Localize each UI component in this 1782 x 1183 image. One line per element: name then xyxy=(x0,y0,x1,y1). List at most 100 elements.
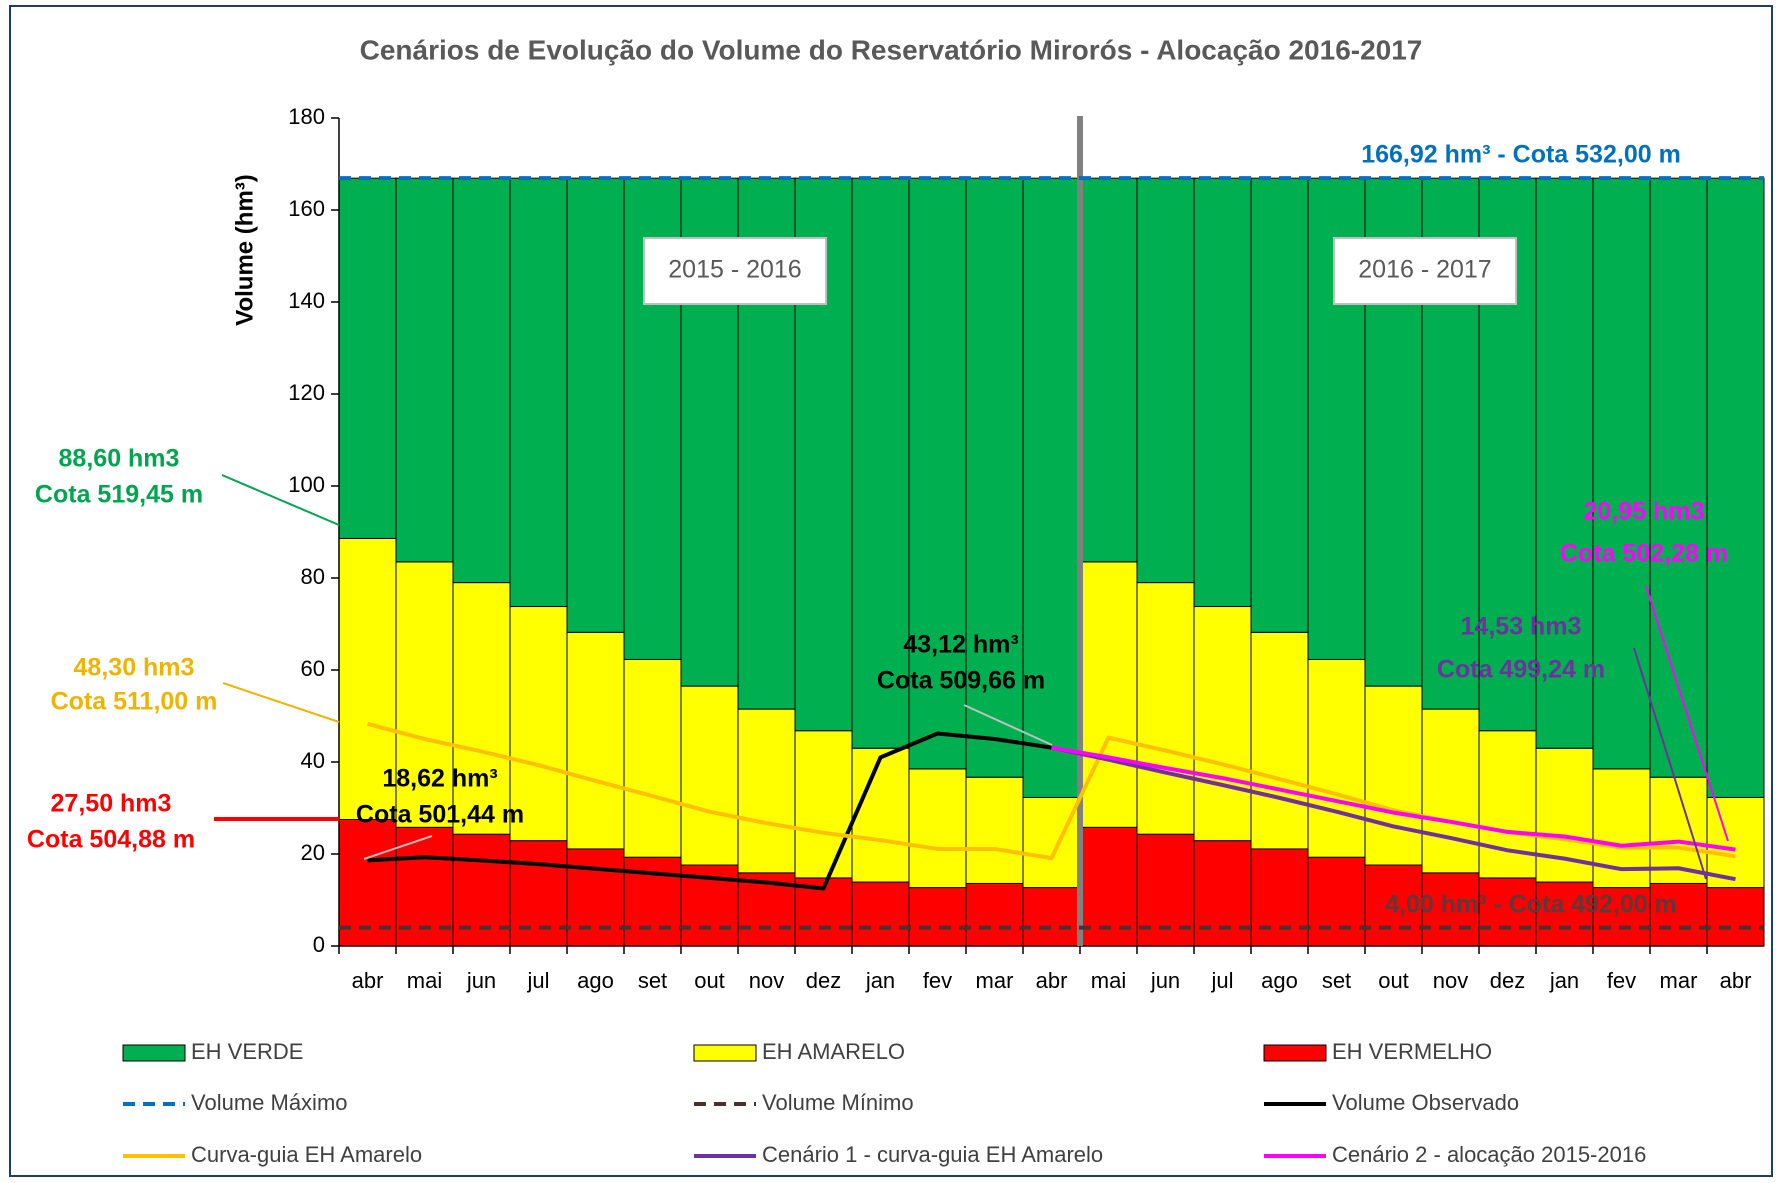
x-tick-label: mai xyxy=(1091,968,1126,993)
annotation-leader xyxy=(1645,585,1729,842)
annotation-leader xyxy=(363,835,433,860)
bar-segment xyxy=(794,730,853,879)
bar-segment xyxy=(851,177,910,749)
bar-segment xyxy=(1364,864,1423,947)
x-tick-label: set xyxy=(1322,968,1351,993)
bar-segment xyxy=(509,177,568,608)
annotation: 48,30 hm3 xyxy=(74,654,195,682)
bar-segment xyxy=(1250,631,1309,850)
annotation: 14,53 hm3 xyxy=(1461,613,1582,641)
bar-segment xyxy=(1307,658,1366,858)
period-label: 2015 - 2016 xyxy=(668,256,801,284)
bar-segment xyxy=(566,631,625,850)
legend-label: EH AMARELO xyxy=(762,1039,905,1064)
annotation: Cota 499,24 m xyxy=(1437,656,1605,684)
x-tick-label: ago xyxy=(1261,968,1298,993)
series-line xyxy=(1051,745,1736,852)
bar-segment xyxy=(1193,177,1252,608)
bar-segment xyxy=(851,747,910,883)
bar-segment xyxy=(338,819,397,947)
annotation: 4,00 hm³ - Cota 492,00 m xyxy=(1385,891,1677,919)
bar-segment xyxy=(1649,776,1708,884)
bar-segment xyxy=(1193,840,1252,947)
bar-segment xyxy=(452,582,511,835)
x-tick-label: nov xyxy=(1433,968,1468,993)
bar-segment xyxy=(1079,177,1138,563)
bar-segment xyxy=(965,776,1024,884)
bar-segment xyxy=(509,840,568,947)
legend-swatch xyxy=(693,1044,757,1062)
y-tick-label: 60 xyxy=(301,656,325,681)
bar-segment xyxy=(1649,177,1708,778)
period-label: 2016 - 2017 xyxy=(1358,256,1491,284)
y-tick-label: 160 xyxy=(288,196,325,221)
legend-label: Cenário 2 - alocação 2015-2016 xyxy=(1332,1142,1646,1167)
bar-segment xyxy=(737,708,796,874)
bar-segment xyxy=(566,177,625,633)
bar-segment xyxy=(1706,796,1765,889)
annotation: Cota 519,45 m xyxy=(35,481,203,509)
annotation: 88,60 hm3 xyxy=(59,445,180,473)
x-tick-label: dez xyxy=(806,968,841,993)
bar-segment xyxy=(965,177,1024,778)
bar-segment xyxy=(395,177,454,563)
annotation: 27,50 hm3 xyxy=(51,790,172,818)
bar-segment xyxy=(1022,177,1081,798)
annotation: 18,62 hm³ xyxy=(382,765,497,793)
bar-segment xyxy=(1136,177,1195,584)
annotation: 43,12 hm³ xyxy=(903,631,1018,659)
bar-segment xyxy=(1193,606,1252,842)
legend-swatch xyxy=(122,1044,186,1062)
bar-segment xyxy=(851,881,910,947)
annotation-leader xyxy=(1633,647,1707,880)
annotation: 20,95 hm3 xyxy=(1584,498,1705,526)
annotation: Cota 502,28 m xyxy=(1560,540,1728,568)
y-tick-label: 20 xyxy=(301,840,325,865)
x-tick-label: jul xyxy=(526,968,549,993)
legend-label: EH VERDE xyxy=(191,1039,303,1064)
annotation: Cota 509,66 m xyxy=(877,667,1045,695)
legend-swatch xyxy=(1263,1044,1327,1062)
x-tick-label: out xyxy=(694,968,725,993)
legend-label: EH VERMELHO xyxy=(1332,1039,1492,1064)
bar-segment xyxy=(1535,881,1594,947)
bar-segment xyxy=(1478,730,1537,879)
y-tick-label: 180 xyxy=(288,104,325,129)
y-tick-label: 120 xyxy=(288,380,325,405)
bar-segment xyxy=(1079,561,1138,828)
x-tick-label: abr xyxy=(352,968,384,993)
series-line xyxy=(1051,745,1736,882)
bar-segment xyxy=(1478,877,1537,947)
x-tick-label: nov xyxy=(749,968,784,993)
legend-label: Volume Mínimo xyxy=(762,1090,914,1115)
x-tick-label: jan xyxy=(1549,968,1579,993)
bar-segment xyxy=(1364,685,1423,866)
bar-segment xyxy=(1307,856,1366,947)
bar-segment xyxy=(908,768,967,889)
bar-segment xyxy=(908,177,967,770)
x-tick-label: abr xyxy=(1036,968,1068,993)
bar-segment xyxy=(1421,708,1480,874)
bar-segment xyxy=(965,882,1024,947)
bar-segment xyxy=(566,848,625,947)
y-axis-label: Volume (hm³) xyxy=(231,174,258,326)
x-tick-label: abr xyxy=(1720,968,1752,993)
bar-segment xyxy=(452,177,511,584)
y-tick-label: 100 xyxy=(288,472,325,497)
bar-segment xyxy=(1535,177,1594,749)
x-tick-label: jun xyxy=(1150,968,1180,993)
x-tick-label: jul xyxy=(1210,968,1233,993)
annotation: Cota 504,88 m xyxy=(27,826,195,854)
bar-segment xyxy=(1706,177,1765,798)
chart-title: Cenários de Evolução do Volume do Reserv… xyxy=(360,34,1423,65)
x-tick-label: mar xyxy=(976,968,1014,993)
bar-segment xyxy=(395,561,454,828)
legend-label: Volume Observado xyxy=(1332,1090,1519,1115)
x-tick-label: mai xyxy=(407,968,442,993)
bar-segment xyxy=(623,658,682,858)
bar-segment xyxy=(338,177,397,539)
annotation-leader xyxy=(221,474,340,526)
annotation-leader xyxy=(963,704,1053,746)
annotation: Cota 511,00 m xyxy=(51,688,218,716)
